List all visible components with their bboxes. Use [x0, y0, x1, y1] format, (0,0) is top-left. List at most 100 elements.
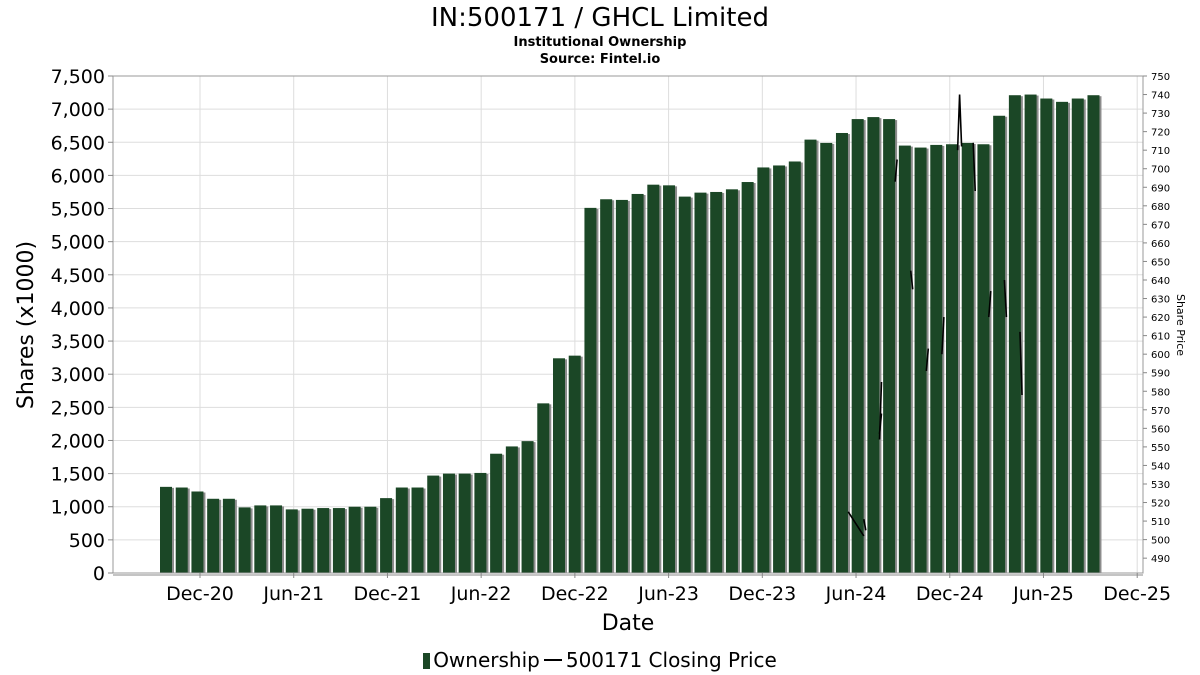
- price-line-segment: [941, 317, 945, 355]
- price-line-segment: [894, 159, 898, 182]
- y2-tick-label: 670: [1151, 220, 1170, 231]
- y-tick-label: 500: [69, 530, 105, 552]
- x-tick-label: Dec-25: [1103, 583, 1171, 605]
- ownership-bar: [977, 144, 990, 573]
- y-tick-label: 4,000: [51, 298, 105, 320]
- ownership-bar: [835, 132, 848, 574]
- price-line-segment: [878, 381, 883, 440]
- y-tick-label: 7,500: [51, 66, 105, 88]
- ownership-bar: [348, 506, 361, 573]
- price-line-segment: [972, 142, 976, 192]
- x-tick-label: Jun-21: [262, 583, 324, 605]
- ownership-bar: [898, 145, 911, 573]
- ownership-bar: [757, 167, 770, 573]
- ownership-bar: [332, 508, 345, 573]
- ownership-bar: [411, 487, 424, 573]
- y-tick-label: 3,500: [51, 331, 105, 353]
- price-line-segment: [925, 348, 930, 371]
- x-tick-label: Jun-25: [1012, 583, 1074, 605]
- y-tick-label: 6,500: [51, 132, 105, 154]
- ownership-bar: [160, 486, 172, 573]
- y-tick-label: 1,000: [51, 497, 105, 519]
- ownership-bar: [631, 193, 644, 574]
- y-tick-label: 2,500: [51, 397, 105, 419]
- ownership-bar: [584, 207, 597, 573]
- ownership-bar: [1056, 101, 1069, 574]
- ownership-bar: [1071, 98, 1084, 573]
- y-tick-label: 7,000: [51, 99, 105, 121]
- ownership-bar: [946, 144, 958, 573]
- y2-tick-label: 600: [1151, 350, 1170, 361]
- ownership-bar: [521, 441, 534, 573]
- legend-ownership: Ownership: [433, 648, 540, 672]
- ownership-bar: [505, 446, 518, 573]
- price-line-segment: [863, 519, 867, 531]
- x-tick-label: Dec-24: [916, 583, 984, 605]
- ownership-bar: [993, 115, 1006, 573]
- ownership-bar: [804, 139, 817, 573]
- y-tick-label: 1,500: [51, 464, 105, 486]
- y2-tick-label: 680: [1151, 202, 1170, 213]
- ownership-bar: [820, 142, 833, 574]
- y2-tick-label: 660: [1151, 239, 1170, 250]
- ownership-bar: [773, 165, 786, 573]
- y2-tick-label: 560: [1151, 424, 1170, 435]
- y2-tick-label: 610: [1151, 332, 1170, 343]
- price-line-segment: [909, 270, 914, 290]
- ownership-bar: [442, 473, 455, 573]
- ownership-bar: [1024, 94, 1037, 574]
- ownership-bar: [458, 473, 471, 573]
- legend-price: 500171 Closing Price: [565, 648, 777, 672]
- y2-tick-label: 750: [1151, 72, 1170, 83]
- y2-tick-label: 500: [1151, 536, 1170, 547]
- ownership-bar: [191, 491, 204, 573]
- ownership-bar: [867, 117, 880, 574]
- x-tick-label: Jun-23: [637, 583, 699, 605]
- y2-axis-label: Share Price: [1174, 294, 1187, 356]
- ownership-bar: [380, 498, 393, 573]
- chart-source: Source: Fintel.io: [539, 52, 661, 67]
- y2-tick-label: 640: [1151, 276, 1170, 287]
- price-line-segment: [956, 94, 963, 151]
- ownership-bar: [851, 119, 864, 573]
- ownership-bar: [647, 184, 660, 573]
- y2-tick-label: 630: [1151, 295, 1170, 306]
- ownership-bar: [725, 189, 738, 574]
- ownership-bar: [568, 355, 581, 573]
- price-line-segment: [847, 511, 865, 537]
- y-tick-label: 6,000: [51, 165, 105, 187]
- ownership-bar: [222, 498, 235, 573]
- ownership-bar: [930, 144, 943, 573]
- x-tick-label: Dec-22: [541, 583, 609, 605]
- ownership-bar: [238, 507, 251, 573]
- ownership-bar: [254, 505, 267, 573]
- y2-tick-label: 740: [1151, 91, 1170, 102]
- y-tick-label: 4,500: [51, 265, 105, 287]
- y2-tick-label: 570: [1151, 406, 1170, 417]
- ownership-bar: [474, 472, 487, 573]
- ownership-bar: [301, 508, 314, 573]
- ownership-bar: [537, 403, 550, 573]
- x-axis-label: Date: [602, 611, 655, 636]
- ownership-bar: [1040, 98, 1053, 573]
- x-tick-label: Dec-21: [354, 583, 422, 605]
- y-tick-label: 5,000: [51, 232, 105, 254]
- ownership-bar: [741, 182, 754, 573]
- ownership-bar: [663, 185, 676, 573]
- ownership-bar: [270, 505, 283, 573]
- y2-tick-label: 720: [1151, 128, 1170, 139]
- ownership-bar: [427, 475, 440, 573]
- y2-tick-label: 710: [1151, 146, 1170, 157]
- ownership-bar: [553, 358, 565, 573]
- ownership-bar: [615, 199, 628, 573]
- y2-tick-label: 520: [1151, 499, 1170, 510]
- y-tick-label: 3,000: [51, 364, 105, 386]
- y2-tick-label: 690: [1151, 183, 1170, 194]
- axes: 0 500 1,000 1,500 2,000 2,500 3,000 3,500 4,000 4…: [51, 66, 1172, 605]
- ownership-bar: [600, 199, 613, 574]
- chart-title: IN:500171 / GHCL Limited: [431, 3, 769, 33]
- y2-tick-label: 650: [1151, 257, 1170, 268]
- y-tick-label: 0: [93, 563, 105, 585]
- legend: Ownership 500171 Closing Price: [0, 648, 1200, 672]
- x-tick-label: Dec-20: [166, 583, 234, 605]
